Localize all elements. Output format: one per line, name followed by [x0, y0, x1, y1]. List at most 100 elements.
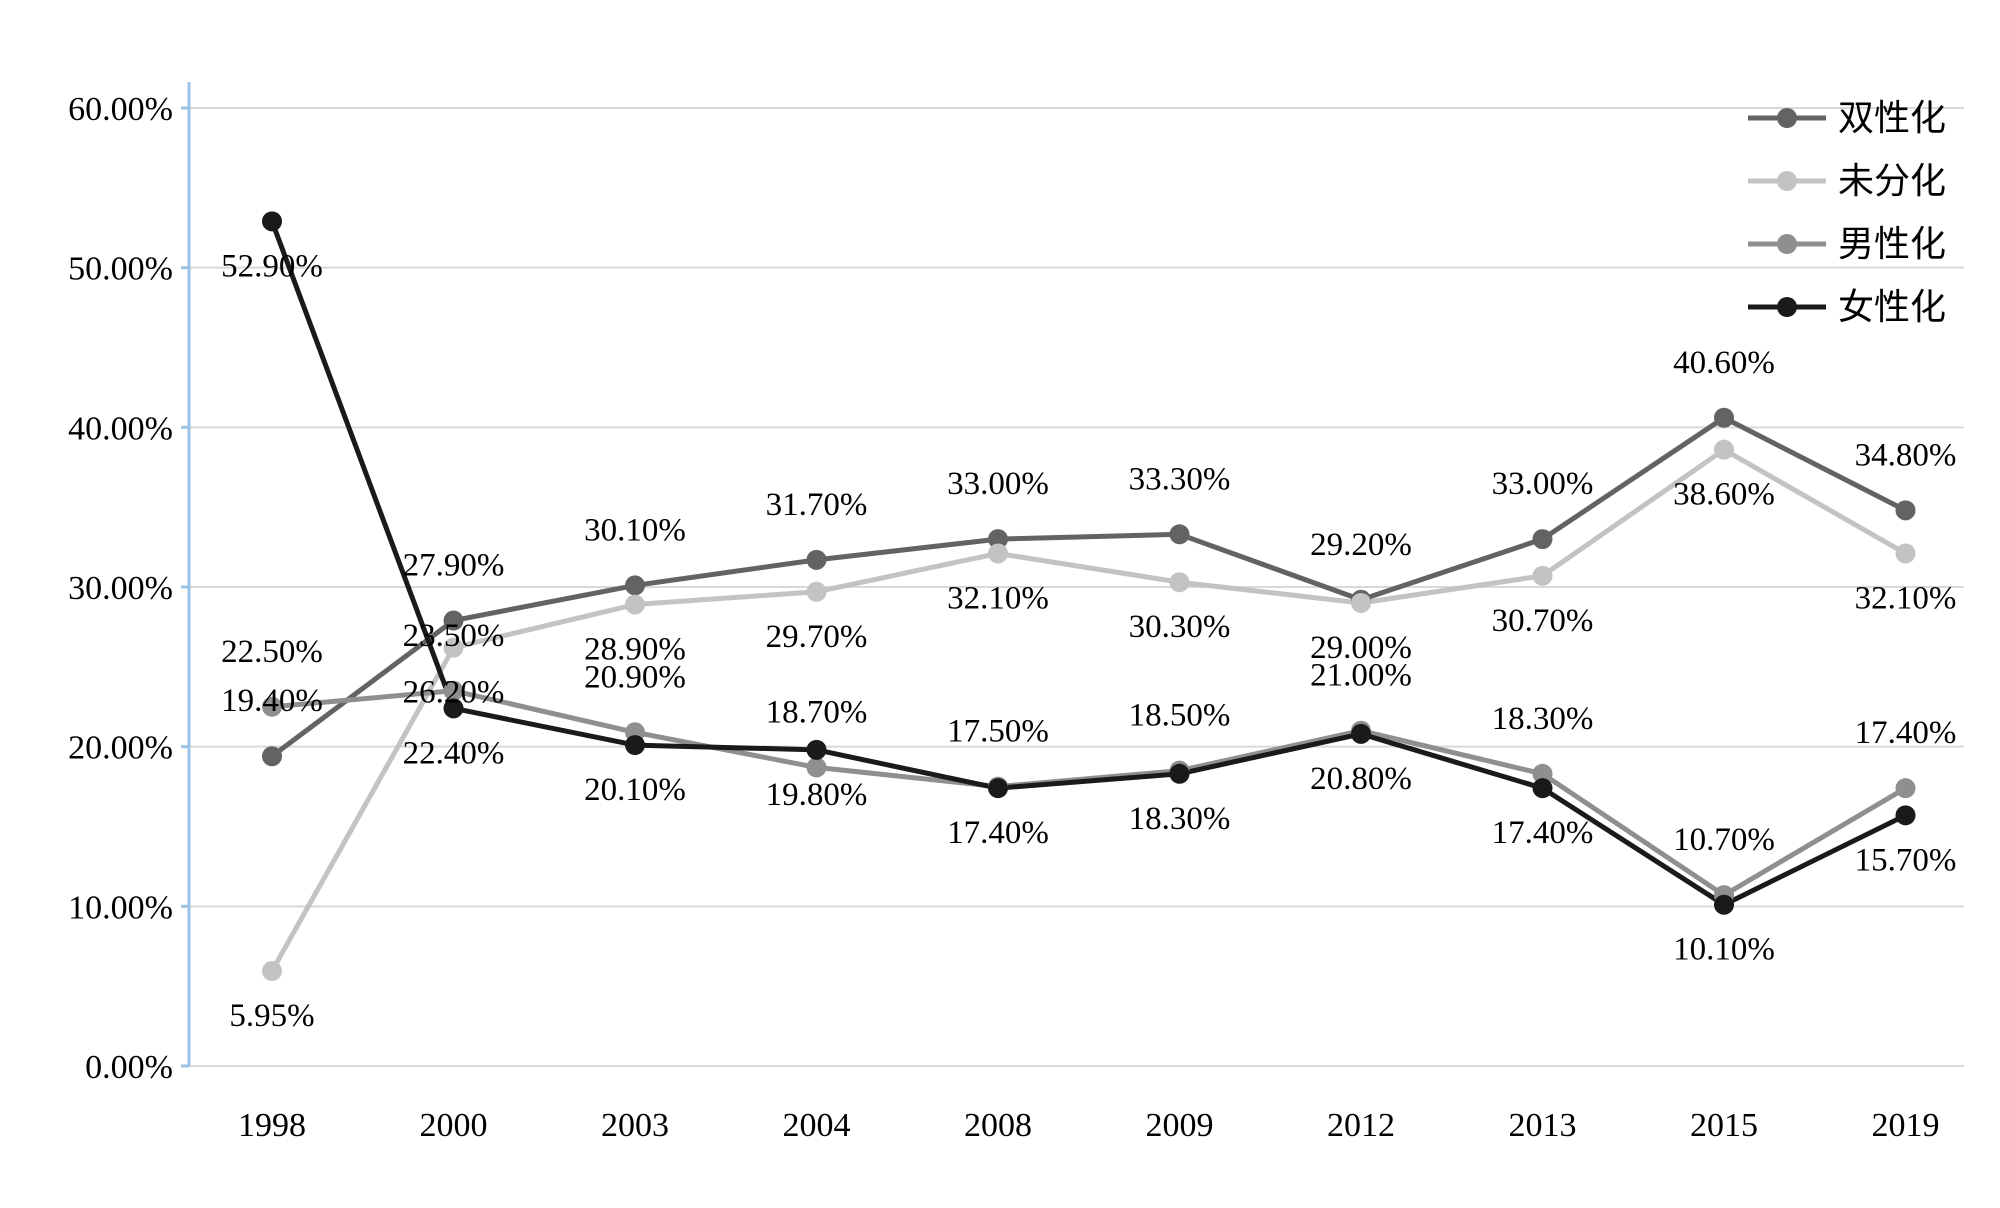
legend-marker-男性化 — [1777, 234, 1797, 254]
data-point-双性化-2009 — [1169, 524, 1190, 545]
legend-marker-双性化 — [1777, 108, 1797, 128]
data-label-男性化: 22.50% — [221, 634, 323, 670]
data-point-女性化-2000 — [443, 698, 464, 719]
data-label-女性化: 22.40% — [403, 735, 505, 771]
data-point-女性化-2019 — [1895, 805, 1916, 826]
data-label-女性化: 15.70% — [1855, 842, 1957, 878]
data-point-男性化-2019 — [1895, 778, 1916, 799]
y-axis-tick-label: 20.00% — [68, 730, 173, 767]
legend-item-男性化: 男性化 — [1748, 224, 1946, 264]
data-label-男性化: 17.40% — [1855, 715, 1957, 751]
series-line-未分化 — [269, 447, 1908, 974]
legend-item-双性化: 双性化 — [1748, 98, 1946, 138]
data-point-双性化-2003 — [625, 575, 645, 596]
data-point-未分化-2012 — [1351, 592, 1371, 613]
data-point-男性化-1998 — [262, 696, 282, 717]
data-label-双性化: 33.00% — [947, 466, 1049, 502]
data-point-未分化-1998 — [262, 960, 282, 981]
legend-label-男性化: 男性化 — [1838, 224, 1946, 264]
data-label-双性化: 40.60% — [1673, 345, 1775, 381]
data-point-女性化-2004 — [806, 739, 827, 760]
data-label-男性化: 10.70% — [1673, 822, 1775, 858]
x-axis-tick-label: 2000 — [420, 1107, 488, 1144]
data-label-男性化: 18.50% — [1129, 698, 1231, 734]
data-label-男性化: 20.90% — [584, 659, 686, 695]
data-point-未分化-2015 — [1714, 439, 1734, 460]
data-point-双性化-1998 — [262, 746, 282, 767]
data-point-双性化-2015 — [1714, 407, 1734, 428]
y-axis-tick-label: 0.00% — [85, 1049, 173, 1086]
data-label-女性化: 52.90% — [221, 248, 323, 284]
data-label-未分化: 30.30% — [1129, 609, 1231, 645]
data-point-双性化-2000 — [443, 610, 464, 631]
legend-label-女性化: 女性化 — [1838, 287, 1946, 327]
data-point-女性化-2013 — [1532, 778, 1553, 799]
x-axis-tick-label: 1998 — [238, 1107, 306, 1144]
y-axis-tick-label: 10.00% — [68, 889, 173, 926]
data-point-男性化-2004 — [806, 757, 827, 778]
data-label-双性化: 33.00% — [1492, 466, 1594, 502]
data-point-双性化-2019 — [1895, 500, 1916, 521]
data-point-双性化-2013 — [1532, 529, 1553, 550]
legend-marker-未分化 — [1777, 171, 1797, 191]
data-label-双性化: 34.80% — [1855, 437, 1957, 473]
data-label-双性化: 30.10% — [584, 512, 686, 548]
x-axis-tick-label: 2015 — [1690, 1107, 1758, 1144]
x-axis-tick-label: 2009 — [1146, 1107, 1214, 1144]
data-label-女性化: 19.80% — [766, 777, 868, 813]
legend-item-未分化: 未分化 — [1748, 161, 1946, 201]
legend-label-未分化: 未分化 — [1838, 161, 1946, 201]
data-point-未分化-2000 — [443, 637, 464, 658]
data-label-双性化: 27.90% — [403, 548, 505, 584]
data-label-双性化: 19.40% — [221, 683, 323, 719]
data-point-未分化-2004 — [806, 581, 827, 602]
data-label-男性化: 21.00% — [1310, 658, 1412, 694]
data-point-女性化-2015 — [1714, 894, 1734, 915]
data-label-男性化: 23.50% — [403, 618, 505, 654]
data-point-未分化-2009 — [1169, 572, 1190, 593]
x-axis-tick-label: 2003 — [601, 1107, 669, 1144]
data-point-男性化-2013 — [1532, 763, 1553, 784]
data-point-女性化-2012 — [1351, 723, 1371, 744]
legend-label-双性化: 双性化 — [1838, 98, 1946, 138]
data-label-女性化: 18.30% — [1129, 801, 1231, 837]
legend-item-女性化: 女性化 — [1748, 287, 1946, 327]
data-label-女性化: 17.40% — [1492, 815, 1594, 851]
data-label-未分化: 32.10% — [947, 580, 1049, 616]
data-label-男性化: 18.70% — [766, 694, 868, 730]
data-label-女性化: 20.10% — [584, 772, 686, 808]
data-label-双性化: 33.30% — [1129, 461, 1231, 497]
x-axis-tick-label: 2019 — [1872, 1107, 1940, 1144]
y-axis-tick-label: 60.00% — [68, 91, 173, 128]
x-axis-tick-label: 2013 — [1509, 1107, 1577, 1144]
data-point-未分化-2008 — [988, 543, 1008, 564]
data-point-双性化-2008 — [988, 529, 1008, 550]
data-label-未分化: 28.90% — [584, 632, 686, 668]
y-axis-tick-label: 40.00% — [68, 410, 173, 447]
data-label-未分化: 29.70% — [766, 619, 868, 655]
y-axis-tick-label: 30.00% — [68, 570, 173, 607]
data-label-未分化: 5.95% — [229, 998, 314, 1034]
data-label-男性化: 17.50% — [947, 714, 1049, 750]
data-label-男性化: 18.30% — [1492, 701, 1594, 737]
data-label-女性化: 10.10% — [1673, 932, 1775, 968]
data-point-女性化-2008 — [988, 778, 1008, 799]
x-axis-tick-label: 2004 — [783, 1107, 851, 1144]
x-axis-tick-label: 2008 — [964, 1107, 1032, 1144]
data-point-男性化-2000 — [443, 680, 464, 701]
data-label-未分化: 32.10% — [1855, 580, 1957, 616]
data-label-未分化: 30.70% — [1492, 603, 1594, 639]
series-line-双性化 — [269, 415, 1908, 759]
data-point-女性化-1998 — [262, 211, 282, 232]
data-label-未分化: 38.60% — [1673, 477, 1775, 513]
legend-marker-女性化 — [1777, 297, 1797, 317]
x-axis-tick-label: 2012 — [1327, 1107, 1395, 1144]
data-point-未分化-2003 — [625, 594, 645, 615]
data-label-未分化: 26.20% — [403, 675, 505, 711]
data-label-双性化: 31.70% — [766, 487, 868, 523]
data-point-未分化-2019 — [1895, 543, 1916, 564]
data-label-未分化: 29.00% — [1310, 630, 1412, 666]
y-axis-tick-label: 50.00% — [68, 251, 173, 288]
